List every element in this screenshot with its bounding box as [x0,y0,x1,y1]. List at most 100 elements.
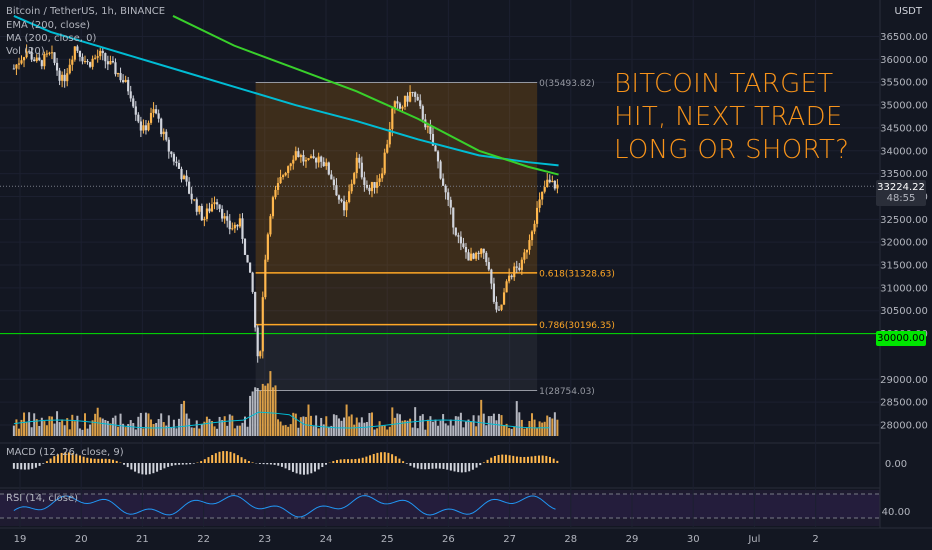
macd-bar [192,463,195,464]
volume-bar [442,414,445,436]
volume-bar [241,422,244,436]
candle-body [99,50,102,57]
candle-body [205,208,209,219]
candle-body [459,236,462,244]
volume-bar [518,412,521,436]
candle-body [462,243,465,247]
volume-bar [551,418,554,436]
volume-bar [127,424,130,436]
volume-bar [78,428,81,436]
candle-body [533,223,536,232]
candle-body [63,74,66,82]
x-tick-label: 27 [503,534,516,545]
macd-bar [490,457,493,463]
volume-ma-line [13,411,550,429]
volume-bar [152,423,155,436]
volume-bar [520,419,523,436]
volume-bar [332,414,335,436]
volume-bar [231,415,234,436]
macd-bar [479,463,482,466]
candle-body [350,183,353,192]
y-tick-label: 36000.00 [880,55,928,66]
candle-body [368,187,371,192]
macd-bar [104,458,107,463]
y-tick-label: 32500.00 [880,215,928,226]
candle-body [121,80,125,83]
volume-bar [274,385,277,436]
y-tick-label: 30500.00 [880,306,928,317]
macd-bar [156,463,159,472]
candle-body [236,224,239,227]
candle-body [147,122,150,131]
candle-body [22,57,26,61]
candle-body [276,183,280,190]
macd-bar [291,463,294,472]
candle-body [508,275,511,282]
volume-bar [137,416,140,436]
volume-bar [416,428,419,436]
volume-bar [28,412,31,436]
candle-body [223,216,226,219]
candle-body [388,128,391,145]
volume-bar [254,387,257,436]
macd-bar [49,458,52,463]
macd-bar [42,463,45,464]
candle-body [386,144,389,153]
volume-bar [543,421,546,436]
macd-bar [233,453,236,463]
x-tick-label: 2 [812,534,818,545]
candle-body [299,155,302,158]
candle-body [203,218,206,221]
candle-body [76,46,79,51]
currency-label[interactable]: USDT [894,6,922,17]
macd-bar [508,455,511,463]
x-tick-label: 22 [197,534,210,545]
macd-bar [269,463,272,465]
volume-bar [170,427,173,436]
candle-body [535,207,539,224]
candle-body [345,201,348,211]
volume-bar [376,428,379,436]
candle-body [370,182,374,192]
candle-body [543,187,546,192]
candle-body [510,275,513,278]
macd-bar [534,455,537,463]
macd-bar [438,463,441,469]
candle-body [134,106,137,115]
candle-body [160,118,163,135]
macd-bar [431,463,434,469]
macd-bar [460,463,463,473]
macd-bar [424,463,427,470]
volume-bar [53,423,56,436]
volume-bar [411,427,414,436]
candle-body [188,181,191,194]
candle-body [426,126,429,128]
candle-body [398,103,402,109]
macd-bar [449,463,452,471]
candle-body [33,59,36,62]
volume-bar [459,412,462,436]
volume-bar [185,413,188,436]
macd-bar [321,463,324,468]
volume-bar [546,415,549,436]
candle-body [269,216,272,235]
volume-bar [221,420,224,436]
volume-bar [236,425,239,436]
macd-bar [504,454,507,463]
candle-body [480,248,483,255]
volume-bar [541,422,544,436]
candle-body [325,162,328,167]
candle-body [401,106,404,109]
candle-body [243,238,247,255]
candle-body [442,178,445,186]
candle-body [254,291,257,328]
candle-body [431,133,435,146]
macd-bar [482,462,485,463]
macd-bar [475,463,478,468]
volume-bar [437,425,440,436]
volume-bar [134,429,137,436]
macd-bar [97,458,100,463]
candle-body [505,281,508,293]
macd-bar [12,463,15,469]
